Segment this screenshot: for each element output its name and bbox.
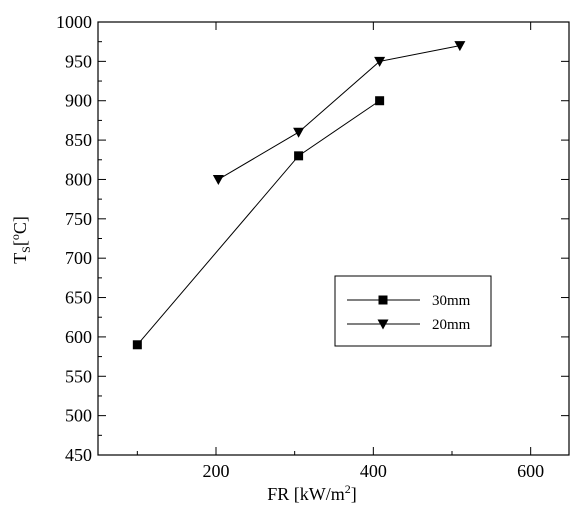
legend: 30mm 20mm — [334, 275, 492, 347]
y-tick-label: 750 — [65, 209, 92, 229]
y-tick-label: 550 — [65, 366, 92, 386]
triangle-down-marker — [212, 174, 224, 185]
y-tick-label: 1000 — [56, 12, 92, 32]
square-marker — [294, 151, 304, 161]
y-tick-label: 900 — [65, 91, 92, 111]
x-tick-label: 200 — [203, 461, 230, 481]
triangle-down-marker — [377, 319, 389, 330]
series-layer — [132, 41, 466, 350]
legend-label: 20mm — [432, 317, 471, 333]
y-tick-label: 600 — [65, 327, 92, 347]
legend-label: 30mm — [432, 293, 471, 309]
y-axis-title: TS[oC] — [8, 216, 33, 264]
square-marker — [132, 340, 142, 350]
triangle-down-marker — [293, 127, 305, 138]
x-tick-label: 600 — [517, 461, 544, 481]
legend-item: 30mm — [347, 293, 471, 309]
x-axis-ticks: 200 400 600 — [136, 22, 544, 481]
series-30mm — [132, 96, 385, 350]
legend-box — [334, 275, 492, 347]
legend-item: 20mm — [347, 317, 471, 333]
y-tick-label: 500 — [65, 406, 92, 426]
y-tick-label: 700 — [65, 248, 92, 268]
series-20mm — [212, 41, 466, 185]
x-axis-title: FR [kW/m2] — [267, 482, 357, 504]
square-marker — [378, 295, 388, 305]
y-tick-label: 800 — [65, 169, 92, 189]
plot-border — [97, 21, 570, 456]
y-tick-label: 950 — [65, 51, 92, 71]
plot-frame — [97, 21, 570, 456]
x-tick-label: 400 — [360, 461, 387, 481]
y-tick-label: 450 — [65, 445, 92, 465]
series-line — [218, 45, 460, 180]
triangle-down-marker — [454, 41, 466, 52]
y-tick-label: 850 — [65, 130, 92, 150]
triangle-down-marker — [374, 56, 386, 67]
square-marker — [375, 96, 385, 106]
y-tick-label: 650 — [65, 288, 92, 308]
y-axis-ticks: 450 500 550 600 650 700 750 800 850 900 950 1000 — [56, 12, 569, 465]
